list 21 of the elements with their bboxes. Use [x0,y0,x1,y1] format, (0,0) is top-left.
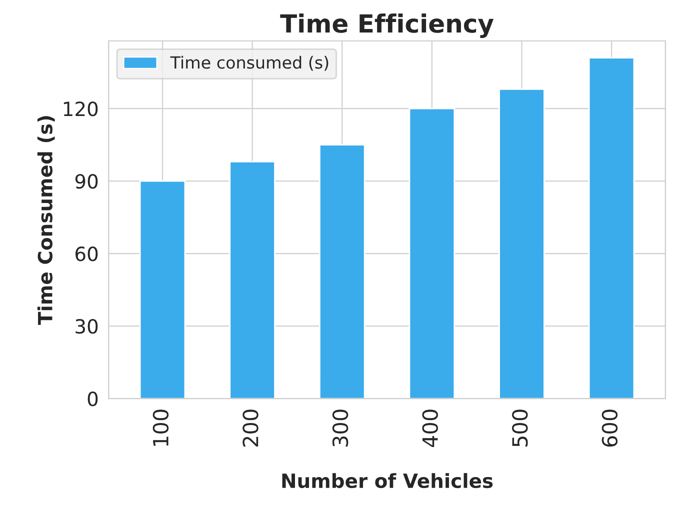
chart-title: Time Efficiency [280,14,494,38]
y-tick-label: 90 [75,174,98,189]
x-tick-label: 600 [602,410,618,447]
x-tick-label: 100 [152,410,169,446]
y-tick-label: 30 [76,319,98,334]
bar [408,108,456,399]
x-tick-label: 300 [332,410,348,446]
x-tick-label: 400 [422,410,438,448]
legend-label: Time consumed (s) [170,56,328,71]
x-tick-label: 200 [242,410,258,447]
bar [139,180,186,399]
y-tick-label: 60 [76,246,98,262]
bar [588,57,635,399]
bar [498,88,545,399]
x-tick-label: 500 [512,410,528,446]
y-tick-label: 120 [64,102,98,116]
x-axis-title: Number of Vehicles [282,473,493,488]
y-tick-label: 0 [88,392,98,406]
y-axis-title: Time Consumed (s) [37,116,55,325]
bar [229,161,276,399]
bar [318,144,366,399]
